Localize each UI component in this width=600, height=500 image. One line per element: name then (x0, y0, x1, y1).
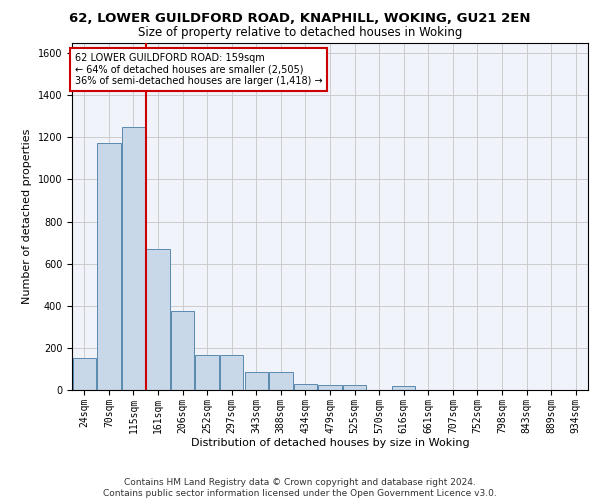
Bar (343, 384, 366, 390)
Bar (319, 384, 341, 390)
Bar (122, 126, 145, 390)
Bar (171, 311, 194, 390)
Text: Contains HM Land Registry data © Crown copyright and database right 2024.
Contai: Contains HM Land Registry data © Crown c… (103, 478, 497, 498)
Bar (73, 358, 96, 390)
Bar (245, 372, 268, 390)
Bar (269, 372, 293, 390)
Bar (97, 142, 121, 390)
Text: 62, LOWER GUILDFORD ROAD, KNAPHILL, WOKING, GU21 2EN: 62, LOWER GUILDFORD ROAD, KNAPHILL, WOKI… (69, 12, 531, 26)
Bar (220, 355, 244, 390)
Bar (146, 249, 170, 390)
Y-axis label: Number of detached properties: Number of detached properties (22, 128, 32, 304)
X-axis label: Distribution of detached houses by size in Woking: Distribution of detached houses by size … (191, 438, 469, 448)
Bar (392, 386, 415, 390)
Text: 62 LOWER GUILDFORD ROAD: 159sqm
← 64% of detached houses are smaller (2,505)
36%: 62 LOWER GUILDFORD ROAD: 159sqm ← 64% of… (74, 53, 322, 86)
Bar (196, 355, 219, 390)
Bar (294, 384, 317, 390)
Text: Size of property relative to detached houses in Woking: Size of property relative to detached ho… (138, 26, 462, 39)
